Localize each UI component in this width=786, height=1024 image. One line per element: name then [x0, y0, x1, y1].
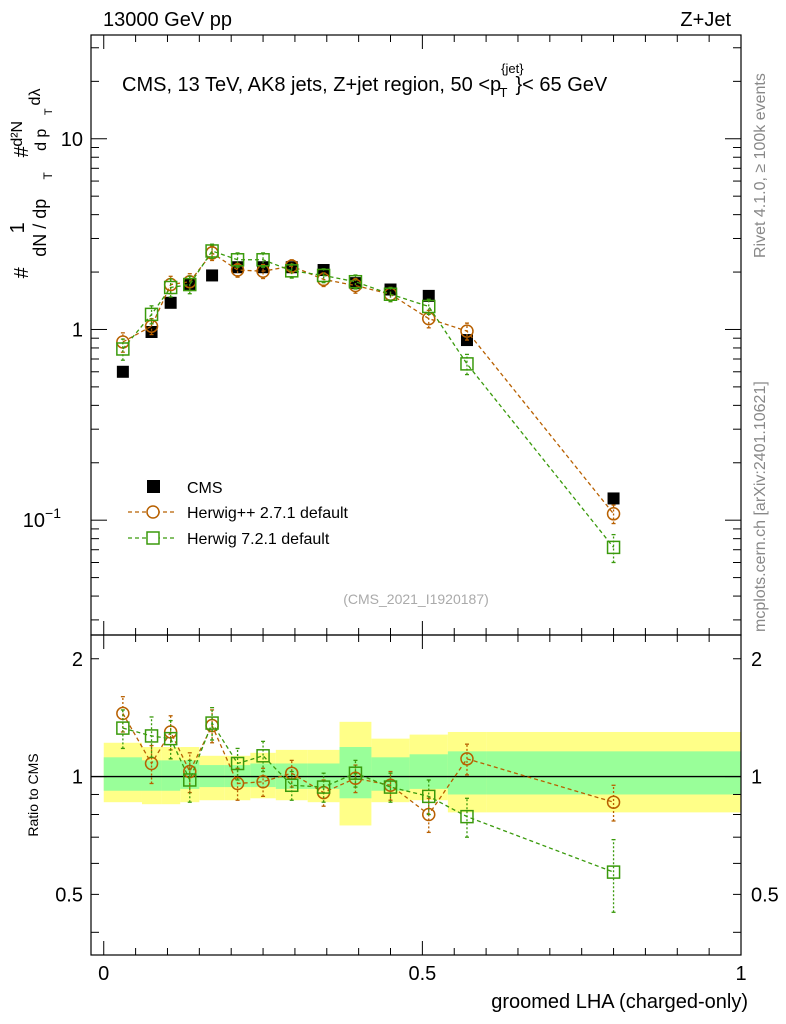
point-ratio-2-13: [606, 865, 621, 879]
band-inner-0: [103, 757, 142, 791]
point-ratio-1-5: [230, 776, 245, 791]
point-main-2-11: [421, 299, 436, 314]
ratio-panel-frame: 0.5 0.5 1 1 2 2 0 0.5 1: [55, 634, 779, 985]
point-ratio-2-12: [460, 809, 474, 824]
plot-title-sub: T: [500, 85, 508, 100]
point-ratio-2-9: [348, 766, 363, 780]
point-main-2-4: [205, 244, 219, 258]
legend-marker-cms: [147, 480, 160, 493]
point-main-2-2: [163, 280, 178, 295]
point-ratio-2-6: [256, 749, 270, 763]
series-line-main-1: [122, 252, 615, 515]
point-main-2-3: [183, 277, 197, 292]
y-tick-label-ratio-2: 2: [72, 649, 83, 671]
point-main-2-9: [348, 274, 363, 289]
point-ratio-2-11: [421, 789, 436, 804]
point-main-1-5: [230, 263, 245, 277]
point-main-0-11: [422, 289, 435, 302]
data-series: [116, 243, 621, 913]
rivet-version-note: Rivet 4.1.0, ≥ 100k events: [752, 73, 769, 258]
point-main-0-2: [164, 296, 177, 309]
mcplots-note: mcplots.cern.ch [arXiv:2401.10621]: [752, 381, 769, 632]
point-main-1-12: [460, 324, 474, 338]
plot-title-sup: {jet}: [501, 61, 524, 76]
series-2: [116, 243, 621, 913]
point-main-2-6: [256, 253, 270, 267]
point-main-1-13: [606, 507, 621, 521]
point-main-0-4: [206, 269, 219, 282]
y-tick-label-ratio-1: 1: [72, 767, 83, 789]
ratio-frame-box: [90, 634, 742, 956]
analysis-id: (CMS_2021_I1920187): [343, 591, 489, 607]
point-main-2-10: [383, 287, 398, 301]
legend-label-herwig7: Herwig 7.2.1 default: [187, 531, 330, 548]
point-ratio-2-7: [284, 778, 299, 793]
legend: CMS Herwig++ 2.7.1 default Herwig 7.2.1 …: [128, 480, 349, 548]
point-ratio-2-10: [383, 780, 398, 794]
point-main-0-0: [116, 365, 129, 378]
y-tick-label-ratio-0: 0.5: [55, 884, 83, 906]
series-0: [116, 261, 620, 505]
y-axis-label-ratio: Ratio to CMS: [25, 753, 41, 836]
x-axis-label: groomed LHA (charged-only): [491, 991, 748, 1013]
y-tick-label-main-0: 10−1: [23, 505, 61, 532]
x-tick-label-2: 1: [735, 963, 746, 985]
point-ratio-2-1: [144, 729, 159, 743]
header-left: 13000 GeV pp: [103, 9, 232, 31]
point-ratio-2-3: [183, 773, 197, 787]
x-tick-label-1: 0.5: [408, 963, 436, 985]
point-ratio-2-4: [205, 716, 219, 730]
band-inner-1: [141, 760, 162, 791]
band-inner-2: [161, 760, 181, 791]
legend-label-cms: CMS: [187, 480, 223, 497]
y-axis-label-main: # 1 dN / dp T # d²N d p T dλ: [5, 89, 57, 279]
point-ratio-1-13: [606, 795, 621, 809]
point-main-2-8: [316, 268, 331, 283]
plot-title: CMS, 13 TeV, AK8 jets, Z+jet region, 50 …: [122, 61, 608, 100]
series-line-main-2: [122, 250, 615, 548]
plot-title-main: CMS, 13 TeV, AK8 jets, Z+jet region, 50 …: [122, 74, 501, 96]
x-tick-label-0: 0: [98, 963, 109, 985]
main-panel-frame: 10−1 1 10: [23, 34, 742, 636]
y-tick-label-main-1: 1: [72, 319, 83, 341]
point-main-2-13: [606, 540, 621, 555]
legend-label-herwigpp: Herwig++ 2.7.1 default: [187, 505, 349, 522]
y-tick-label-ratio-right-1: 1: [751, 767, 762, 789]
point-ratio-2-5: [230, 756, 245, 771]
point-ratio-1-12: [460, 752, 474, 766]
point-main-2-5: [230, 253, 245, 267]
point-ratio-2-8: [316, 780, 331, 794]
point-main-2-0: [116, 342, 130, 356]
y-tick-label-sup: −1: [45, 505, 61, 521]
point-ratio-1-6: [256, 774, 270, 789]
y-axis-label-main-text: # 1 dN / dp T # d²N d p T dλ: [5, 89, 57, 279]
point-main-2-1: [144, 307, 159, 322]
y-tick-label-main-2: 10: [61, 129, 83, 151]
point-main-2-7: [284, 264, 299, 278]
point-main-0-13: [607, 492, 620, 505]
plot-title-tail: }< 65 GeV: [516, 74, 608, 96]
band-inner-11: [409, 754, 448, 789]
point-ratio-2-2: [163, 731, 178, 746]
series-line-ratio-1: [122, 713, 614, 816]
legend-marker-herwigpp: [146, 505, 160, 519]
y-tick-label-ratio-right-2: 2: [751, 649, 762, 671]
point-main-2-12: [460, 357, 474, 371]
y-tick-label-ratio-right-0: 0.5: [751, 884, 779, 906]
point-ratio-2-0: [116, 721, 130, 735]
header-right: Z+Jet: [680, 9, 731, 31]
legend-marker-herwig7: [146, 531, 160, 545]
